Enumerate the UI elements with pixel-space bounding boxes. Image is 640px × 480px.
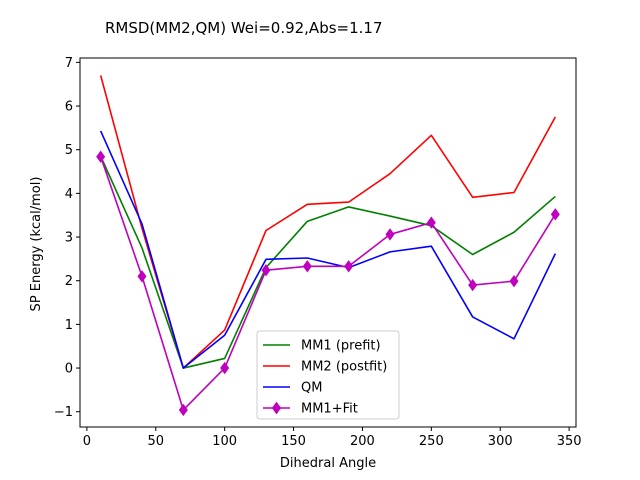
- data-point: [220, 361, 230, 375]
- x-tick-label: 0: [83, 434, 91, 449]
- y-tick-label: 7: [65, 56, 73, 71]
- data-point: [550, 208, 560, 221]
- legend-entry-label: QM: [301, 381, 322, 396]
- y-tick-label: −1: [54, 405, 73, 420]
- series-line-0: [99, 155, 556, 369]
- x-axis-label: Dihedral Angle: [280, 456, 376, 471]
- data-point: [344, 260, 354, 273]
- y-tick-label: 1: [65, 318, 73, 333]
- x-tick-label: 200: [350, 434, 375, 449]
- legend: MM1 (prefit) MM2 (postfit) QM MM1+Fit: [256, 330, 400, 420]
- data-point: [137, 270, 147, 283]
- y-tick-label: 2: [65, 274, 73, 289]
- chart-title: RMSD(MM2,QM) Wei=0.92,Abs=1.17: [105, 19, 383, 37]
- data-point: [96, 150, 106, 163]
- series-line-2: [99, 130, 557, 369]
- x-tick-label: 350: [557, 434, 582, 449]
- data-point: [261, 264, 271, 277]
- legend-entry-label: MM1+Fit: [301, 402, 358, 417]
- legend-marker: [271, 401, 282, 415]
- data-point: [178, 403, 188, 417]
- y-tick-label: 4: [65, 187, 73, 202]
- x-tick-label: 100: [212, 434, 237, 449]
- plot-area: 0 50 100 150 200 250 300 350 −1 0 1 2 3 4 5 6 7: [54, 56, 582, 449]
- legend-box: [256, 330, 400, 420]
- data-point: [426, 216, 436, 229]
- data-point: [385, 228, 395, 241]
- y-tick-label: 0: [65, 362, 73, 377]
- data-point: [468, 278, 478, 292]
- x-tick-label: 250: [419, 434, 444, 449]
- legend-entry-label: MM1 (prefit): [301, 339, 381, 354]
- data-point: [302, 260, 312, 273]
- x-tick-label: 300: [488, 434, 513, 449]
- y-tick-label: 5: [65, 143, 73, 158]
- y-axis-label: SP Energy (kcal/mol): [29, 177, 44, 312]
- x-tick-label: 150: [281, 434, 306, 449]
- legend-entry-label: MM2 (postfit): [301, 360, 387, 375]
- data-point: [509, 274, 519, 288]
- y-tick-label: 3: [65, 231, 73, 246]
- axes-frame: [79, 57, 577, 428]
- x-tick-label: 50: [148, 434, 165, 449]
- series-line-3: [99, 156, 557, 411]
- y-tick-label: 6: [65, 100, 73, 115]
